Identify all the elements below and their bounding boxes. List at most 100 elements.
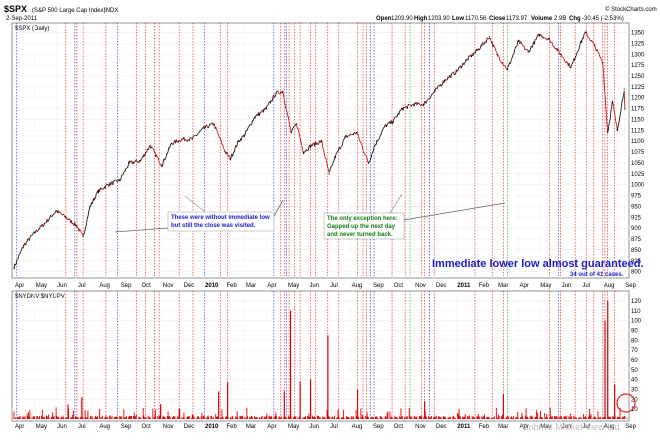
price-segment [162,161,164,166]
price-segment [101,187,103,190]
price-point [602,62,604,64]
volume-bar [531,416,533,419]
volume-bar [536,416,538,419]
volume-bar [312,417,314,419]
price-segment [386,123,389,125]
volume-bar [522,416,524,419]
volume-bar [585,417,587,419]
volume-bar [144,417,146,419]
volume-bar [585,415,586,419]
price-segment [294,125,296,127]
volume-bar [616,417,618,419]
price-segment [577,49,579,52]
price-segment [115,179,117,181]
volume-bar [440,417,442,419]
price-segment [514,46,517,49]
price-point [401,108,403,110]
price-segment [585,31,588,34]
volume-bar [626,418,628,419]
volume-bar [389,411,391,419]
price-segment [613,109,615,114]
price-segment [66,217,68,220]
volume-bar [367,416,369,419]
volume-bar [278,416,280,419]
volume-bar [403,417,405,419]
price-x-tick-label: Mar [246,283,256,289]
volume-bar [101,418,103,419]
volume-bar [500,416,502,419]
volume-bar [264,417,266,419]
price-panel [11,22,630,279]
price-segment [357,134,360,138]
price-segment [83,232,85,235]
price-segment [375,140,378,145]
price-segment [19,252,21,255]
price-segment [299,135,301,138]
volume-bar [435,415,437,419]
price-segment [301,147,304,152]
volume-bar [294,417,296,419]
volume-bar [432,417,434,419]
volume-bar [387,411,389,419]
price-segment [443,81,445,83]
volume-bar [614,416,616,419]
volume-bar [445,417,447,419]
volume-bar [426,417,427,419]
volume-bar [201,412,203,419]
price-segment [247,126,250,128]
volume-bar [513,415,515,419]
price-segment [549,41,552,44]
volume-bar [308,413,310,419]
volume-bar [99,418,101,419]
volume-bar [411,418,413,419]
price-segment [99,187,101,192]
volume-spike-bar [283,391,285,419]
volume-bar [115,416,117,419]
volume-bar [97,416,99,419]
price-segment [80,231,83,233]
price-segment [205,125,207,128]
volume-bar [352,417,354,419]
note2-box [323,212,405,240]
price-segment [279,91,282,95]
price-segment [323,153,326,158]
volume-bar [464,414,466,419]
price-x-tick-label: Apr [519,283,528,289]
volume-bar [106,416,108,419]
price-segment [53,213,55,216]
volume-bar [65,417,67,419]
price-segment [498,55,500,58]
price-segment [20,249,22,252]
price-segment [169,145,171,149]
price-segment [85,223,87,227]
price-point [139,160,142,162]
price-segment [393,118,395,122]
volume-bar [242,415,244,419]
price-point [623,88,625,90]
volume-bar [104,417,106,419]
volume-bar [457,414,459,419]
volume-bar [491,417,493,419]
price-segment [124,168,127,172]
volume-bar [269,416,271,419]
volume-bar [545,417,547,419]
volume-bar [531,415,533,419]
price-segment [42,225,45,228]
price-segment [474,51,476,54]
volume-bar [249,417,251,419]
price-segment [283,99,286,104]
volume-bar [332,418,334,419]
price-segment [450,73,452,78]
price-point [55,210,57,212]
volume-spike-bar [604,320,606,419]
marker-layer [16,23,615,419]
price-segment [332,161,334,166]
volume-bar [442,416,444,419]
volume-x-tick-label: Aug [99,424,110,430]
price-x-tick-label: Oct [394,283,404,289]
price-segment [147,148,150,150]
price-segment [291,128,293,132]
volume-bar [143,415,145,419]
price-segment [620,105,622,112]
price-segment [223,147,225,150]
